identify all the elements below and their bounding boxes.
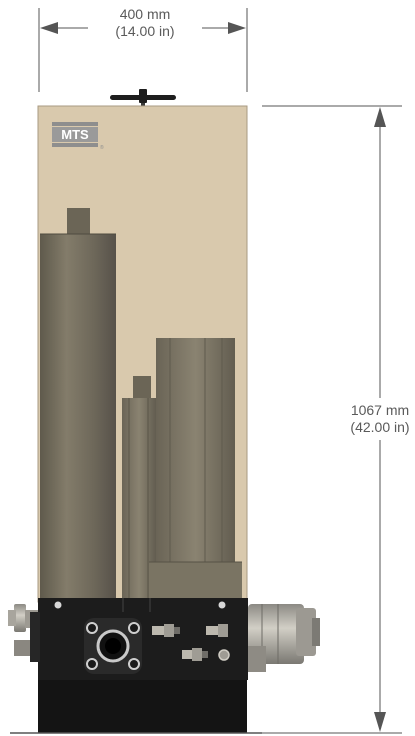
height-imperial: (42.00 in)	[350, 419, 410, 435]
arrow-icon	[40, 22, 58, 34]
brand-logo: MTS ®	[52, 122, 104, 151]
top-handle-icon	[110, 89, 176, 108]
width-dimension-label: 400 mm (14.00 in)	[85, 6, 205, 40]
logo-text: MTS	[61, 127, 89, 142]
height-dimension	[262, 105, 402, 734]
manifold-block	[30, 598, 248, 680]
height-dimension-label: 1067 mm (42.00 in)	[340, 402, 415, 436]
arrow-icon	[228, 22, 246, 34]
fitting-icon	[152, 624, 180, 637]
filter-housing	[149, 338, 242, 600]
accumulator-cylinder-large	[40, 208, 116, 598]
height-metric: 1067 mm	[350, 402, 410, 418]
motor-end-cap	[248, 604, 320, 672]
logo-registered-mark: ®	[100, 144, 104, 151]
fitting-icon	[218, 649, 230, 661]
width-metric: 400 mm	[119, 6, 171, 22]
manifold-port-icon	[84, 618, 142, 674]
arrow-icon	[374, 712, 386, 732]
fitting-icon	[206, 624, 228, 637]
base-stand	[38, 680, 247, 733]
fitting-icon	[182, 648, 208, 661]
width-imperial: (14.00 in)	[115, 23, 175, 39]
width-dimension	[38, 8, 248, 92]
arrow-icon	[374, 107, 386, 127]
